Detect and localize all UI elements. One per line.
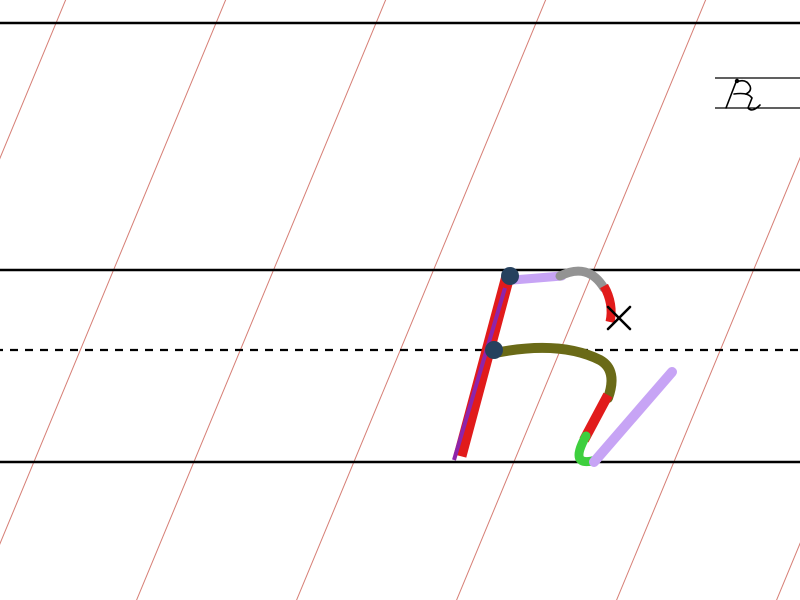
anchor-dot [485, 341, 503, 359]
background [0, 0, 800, 600]
handwriting-worksheet [0, 0, 800, 600]
anchor-dot [501, 267, 519, 285]
stroke-upper-diag-violet [513, 276, 562, 280]
